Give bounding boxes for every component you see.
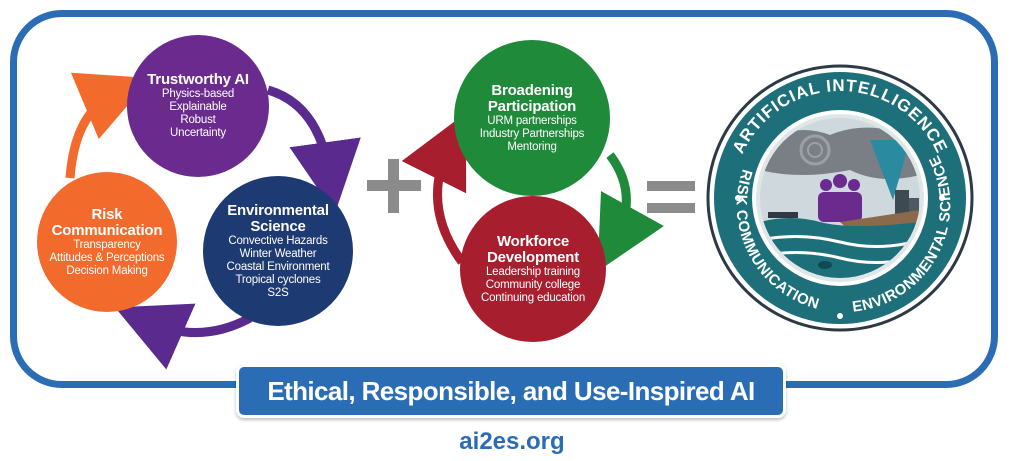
broadening-item: Mentoring xyxy=(507,140,557,153)
environmental-science-circle: Environmental Science Convective Hazards… xyxy=(203,176,353,326)
arrow-trust-to-env xyxy=(266,85,361,214)
ethics-banner: Ethical, Responsible, and Use-Inspired A… xyxy=(236,364,786,418)
broadening-item: URM partnerships xyxy=(487,114,577,127)
broadening-item: Industry Partnerships xyxy=(479,127,585,140)
equals-icon xyxy=(647,181,695,213)
risk-communication-title-2: Communication xyxy=(51,221,163,239)
environmental-item: S2S xyxy=(267,286,289,299)
trustworthy-item: Explainable xyxy=(169,101,227,113)
workforce-title-1: Workforce xyxy=(496,232,570,250)
environmental-item: Convective Hazards xyxy=(228,234,328,247)
broadening-title-1: Broadening xyxy=(491,81,573,99)
risk-item: Decision Making xyxy=(66,264,148,277)
environmental-item: Winter Weather xyxy=(239,247,317,260)
footer-url[interactable]: ai2es.org xyxy=(459,428,565,455)
arrow-env-to-risk xyxy=(115,303,253,370)
environmental-science-title-1: Environmental xyxy=(227,201,329,219)
broadening-participation-circle: Broadening Participation URM partnership… xyxy=(454,40,610,196)
risk-item: Transparency xyxy=(73,238,141,251)
trustworthy-item: Physics-based xyxy=(161,88,235,100)
arrow-broad-to-work xyxy=(597,152,664,272)
workforce-item: Continuing education xyxy=(480,291,586,304)
trustworthy-ai-circle: Trustworthy AI Physics-based Explainable… xyxy=(127,35,269,177)
workforce-title-2: Development xyxy=(487,248,579,266)
plus-icon xyxy=(367,159,421,213)
workforce-development-circle: Workforce Development Leadership trainin… xyxy=(460,196,606,342)
banner-text: Ethical, Responsible, and Use-Inspired A… xyxy=(267,375,755,406)
environmental-item: Tropical cyclones xyxy=(235,273,321,286)
risk-communication-title-1: Risk xyxy=(91,205,123,223)
risk-item: Attitudes & Perceptions xyxy=(49,251,165,264)
workforce-item: Leadership training xyxy=(485,265,581,278)
environmental-science-title-2: Science xyxy=(250,217,306,235)
arrow-work-to-broad xyxy=(401,112,467,265)
risk-communication-circle: Risk Communication Transparency Attitude… xyxy=(37,172,177,312)
trustworthy-item: Uncertainty xyxy=(170,127,226,139)
workforce-item: Community college xyxy=(485,278,581,291)
trustworthy-item: Robust xyxy=(180,114,216,126)
broadening-title-2: Participation xyxy=(487,97,577,115)
trustworthy-ai-title: Trustworthy AI xyxy=(147,71,249,88)
environmental-item: Coastal Environment xyxy=(226,260,330,273)
arrow-risk-to-trust xyxy=(65,72,152,179)
